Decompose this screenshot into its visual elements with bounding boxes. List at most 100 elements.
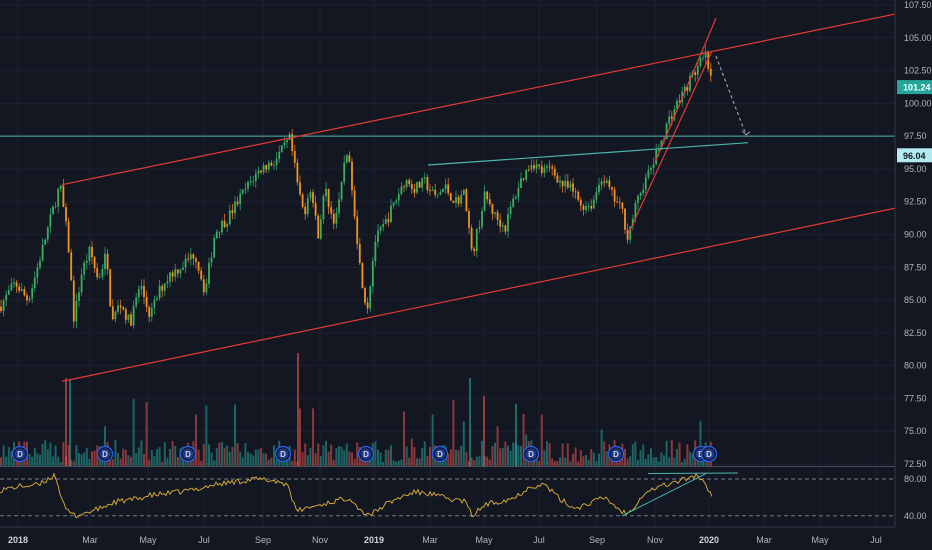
volume-bar [707, 460, 710, 466]
candle-body [514, 197, 517, 199]
candle-body [205, 283, 208, 293]
volume-bar [41, 443, 44, 466]
candle-body [452, 200, 455, 203]
candle-body [340, 182, 343, 200]
volume-bar [39, 454, 41, 466]
volume-bar [135, 453, 138, 466]
volume-bar [88, 459, 91, 466]
volume-bar [408, 457, 411, 466]
volume-bar [572, 453, 574, 466]
price-tick-label: 95.00 [904, 164, 927, 174]
volume-bar [652, 457, 655, 466]
candle-body [247, 181, 249, 189]
volume-bar [200, 460, 203, 466]
candle-body [338, 199, 340, 213]
candle-body [546, 166, 548, 168]
candle-body [660, 140, 663, 150]
volume-bar [309, 448, 312, 466]
volume-bar [384, 449, 387, 466]
candle-body [65, 207, 67, 222]
rsi-tick-label: 40.00 [904, 511, 927, 521]
volume-bar [561, 443, 564, 466]
dividend-markers[interactable]: DDDDDDDDDD [11, 445, 718, 463]
volume-bar [62, 442, 65, 466]
candle-body [169, 272, 171, 282]
volume-bar [618, 457, 621, 466]
candle-body [202, 279, 205, 293]
volume-bar [556, 461, 559, 466]
candle-body [600, 181, 603, 185]
candle-body [650, 168, 652, 171]
volume-bar [392, 460, 395, 466]
candle-body [83, 262, 86, 275]
candle-body [418, 182, 421, 188]
volume-bar [517, 445, 520, 466]
volume-bar [7, 446, 10, 466]
time-tick-label: Sep [255, 535, 271, 545]
candle-body [332, 213, 335, 224]
candle-body [475, 228, 478, 252]
candle-body [543, 167, 546, 174]
candle-body [208, 262, 210, 284]
price-badge-label: 96.04 [903, 151, 926, 161]
candle-body [423, 177, 426, 179]
candle-body [400, 186, 403, 195]
volume-bar [226, 445, 229, 466]
volume-bar [44, 440, 47, 466]
candle-body [410, 184, 413, 189]
volume-bar [551, 458, 554, 466]
candle-body [319, 219, 322, 239]
volume-bar [213, 460, 216, 466]
candle-body [634, 203, 637, 219]
candle-body [127, 314, 130, 320]
candle-body [57, 188, 60, 207]
volume-bar [540, 414, 543, 466]
volume-bar [330, 444, 333, 466]
volume-bar [496, 426, 499, 466]
volume-bar [83, 452, 86, 466]
volume-bar [387, 449, 390, 466]
price-tick-label: 107.50 [904, 0, 932, 10]
candle-body [143, 286, 145, 298]
volume-bar [655, 457, 658, 466]
dividend-marker-fill [703, 448, 715, 460]
volume-bar [85, 448, 88, 466]
volume-bar [457, 450, 460, 466]
volume-bar [0, 457, 2, 466]
volume-bar [460, 446, 463, 466]
volume-bar [5, 456, 8, 466]
price-tick-label: 90.00 [904, 230, 927, 240]
candle-body [369, 286, 372, 309]
candle-body [582, 205, 585, 210]
candle-body [556, 175, 559, 183]
volume-bar [390, 445, 392, 466]
candle-body [642, 189, 645, 194]
candle-body [184, 258, 187, 268]
candle-body [98, 276, 101, 278]
volume-bar [161, 461, 164, 466]
volume-bar [660, 452, 663, 466]
candle-body [468, 211, 470, 228]
volume-bar [647, 454, 650, 466]
candle-body [535, 164, 538, 169]
volume-bar [605, 451, 608, 466]
volume-bar [413, 447, 416, 466]
dividend-marker-label: D [706, 450, 712, 459]
candle-body [117, 305, 119, 312]
candle-body [5, 294, 8, 301]
candle-body [618, 202, 621, 204]
candle-body [366, 302, 369, 309]
volume-bar [143, 454, 145, 466]
volume-bar [538, 460, 541, 466]
dividend-marker-label: D [613, 450, 619, 459]
dividend-marker-label: D [363, 450, 369, 459]
candle-body [192, 254, 195, 259]
volume-bar [657, 461, 660, 466]
volume-bar [169, 448, 171, 466]
volume-bar [486, 456, 489, 466]
candle-body [592, 199, 595, 209]
candle-body [132, 306, 135, 326]
trendlines[interactable] [61, 13, 896, 382]
